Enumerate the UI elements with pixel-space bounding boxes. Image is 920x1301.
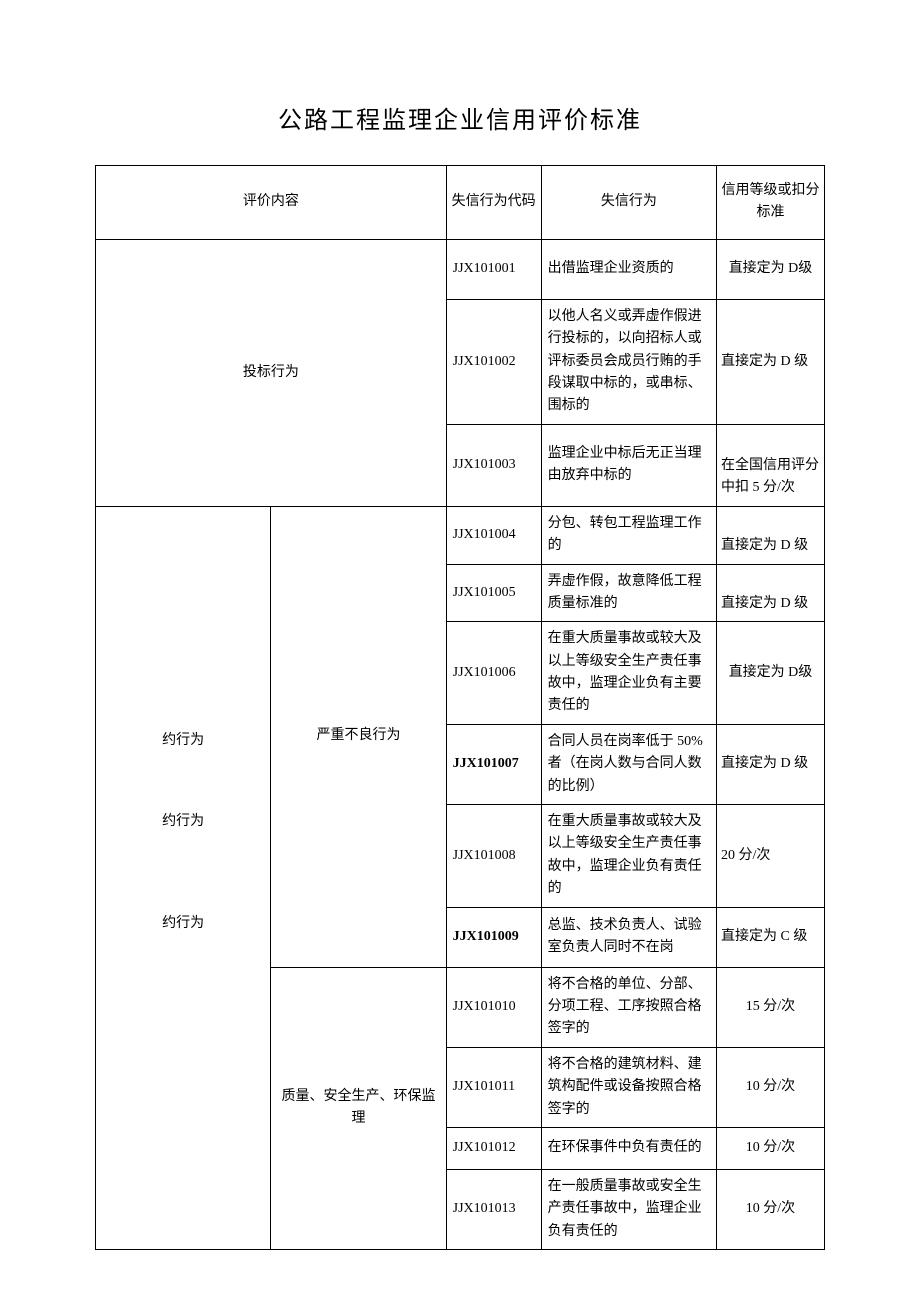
penalty-cell: 直接定为 D 级 xyxy=(717,724,825,804)
code-cell: JJX101007 xyxy=(446,724,541,804)
penalty-cell: 直接定为 C 级 xyxy=(717,907,825,967)
header-row: 评价内容 失信行为代码 失信行为 信用等级或扣分标准 xyxy=(96,166,825,240)
penalty-cell: 直接定为 D级 xyxy=(717,239,825,299)
code-cell: JJX101001 xyxy=(446,239,541,299)
code-cell: JJX101010 xyxy=(446,967,541,1047)
desc-cell: 将不合格的建筑材料、建筑构配件或设备按照合格签字的 xyxy=(541,1047,716,1127)
header-code: 失信行为代码 xyxy=(446,166,541,240)
code-cell: JJX101009 xyxy=(446,907,541,967)
table-row: 约行为 JJX101007 合同人员在岗率低于 50%者（在岗人数与合同人数的比… xyxy=(96,724,825,804)
desc-cell: 监理企业中标后无正当理由放弃中标的 xyxy=(541,424,716,506)
table-row: JJX101006 在重大质量事故或较大及以上等级安全生产责任事故中，监理企业负… xyxy=(96,622,825,725)
category-contract xyxy=(96,622,271,725)
code-cell: JJX101004 xyxy=(446,506,541,564)
code-cell: JJX101006 xyxy=(446,622,541,725)
penalty-cell: 在全国信用评分中扣 5 分/次 xyxy=(717,424,825,506)
desc-cell: 总监、技术负责人、试验室负责人同时不在岗 xyxy=(541,907,716,967)
page-title: 公路工程监理企业信用评价标准 xyxy=(95,100,825,135)
subcategory-quality: 质量、安全生产、环保监理 xyxy=(271,967,446,1250)
subcategory-serious: 严重不良行为 xyxy=(271,506,446,967)
category-bidding: 投标行为 xyxy=(96,239,447,506)
category-contract-label: 约行为 xyxy=(96,907,271,1250)
code-cell: JJX101002 xyxy=(446,299,541,424)
code-cell: JJX101008 xyxy=(446,805,541,908)
code-cell: JJX101011 xyxy=(446,1047,541,1127)
desc-cell: 以他人名义或弄虚作假进行投标的，以向招标人或评标委员会成员行贿的手段谋取中标的，… xyxy=(541,299,716,424)
desc-cell: 在重大质量事故或较大及以上等级安全生产责任事故中，监理企业负有责任的 xyxy=(541,805,716,908)
desc-cell: 在环保事件中负有责任的 xyxy=(541,1127,716,1169)
desc-cell: 出借监理企业资质的 xyxy=(541,239,716,299)
penalty-cell: 直接定为 D 级 xyxy=(717,506,825,564)
header-penalty: 信用等级或扣分标准 xyxy=(717,166,825,240)
table-row: 约行为 JJX101008 在重大质量事故或较大及以上等级安全生产责任事故中，监… xyxy=(96,805,825,908)
penalty-cell: 10 分/次 xyxy=(717,1169,825,1249)
table-row: 约行为 JJX101009 总监、技术负责人、试验室负责人同时不在岗 直接定为 … xyxy=(96,907,825,967)
code-cell: JJX101012 xyxy=(446,1127,541,1169)
header-desc: 失信行为 xyxy=(541,166,716,240)
penalty-cell: 10 分/次 xyxy=(717,1127,825,1169)
table-row: 投标行为 JJX101001 出借监理企业资质的 直接定为 D级 xyxy=(96,239,825,299)
penalty-cell: 直接定为 D 级 xyxy=(717,564,825,622)
code-cell: JJX101003 xyxy=(446,424,541,506)
category-contract xyxy=(96,506,271,622)
penalty-cell: 10 分/次 xyxy=(717,1047,825,1127)
code-cell: JJX101005 xyxy=(446,564,541,622)
desc-cell: 弄虚作假，故意降低工程质量标准的 xyxy=(541,564,716,622)
category-contract-label: 约行为 xyxy=(96,805,271,908)
penalty-cell: 直接定为 D级 xyxy=(717,622,825,725)
desc-cell: 分包、转包工程监理工作的 xyxy=(541,506,716,564)
header-category: 评价内容 xyxy=(96,166,447,240)
desc-cell: 将不合格的单位、分部、分项工程、工序按照合格签字的 xyxy=(541,967,716,1047)
code-cell: JJX101013 xyxy=(446,1169,541,1249)
table-row: 严重不良行为 JJX101004 分包、转包工程监理工作的 直接定为 D 级 xyxy=(96,506,825,564)
category-contract-label: 约行为 xyxy=(96,724,271,804)
penalty-cell: 直接定为 D 级 xyxy=(717,299,825,424)
desc-cell: 在一般质量事故或安全生产责任事故中，监理企业负有责任的 xyxy=(541,1169,716,1249)
penalty-cell: 20 分/次 xyxy=(717,805,825,908)
penalty-cell: 15 分/次 xyxy=(717,967,825,1047)
desc-cell: 在重大质量事故或较大及以上等级安全生产责任事故中，监理企业负有主要责任的 xyxy=(541,622,716,725)
desc-cell: 合同人员在岗率低于 50%者（在岗人数与合同人数的比例） xyxy=(541,724,716,804)
standards-table: 评价内容 失信行为代码 失信行为 信用等级或扣分标准 投标行为 JJX10100… xyxy=(95,165,825,1250)
